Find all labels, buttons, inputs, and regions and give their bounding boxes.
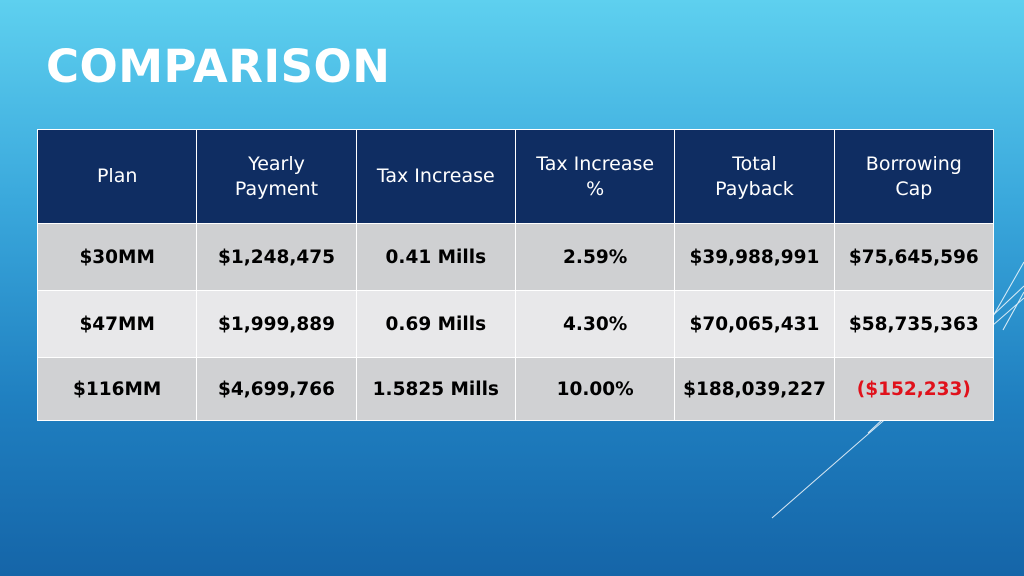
cell-yearly-payment: $1,248,475 (196, 223, 357, 291)
header-line: Tax Increase (376, 165, 495, 187)
slide-title: COMPARISON (46, 40, 391, 93)
column-header-plan: Plan (36, 129, 198, 224)
column-header-tax-increase: Tax Increase (355, 129, 516, 224)
cell-plan: $47MM (36, 290, 198, 358)
header-line: Yearly (248, 152, 305, 175)
cell-total-payback: $70,065,431 (674, 290, 835, 358)
header-line: Borrowing (865, 152, 962, 175)
cell-tax-increase-percent: 10.00% (514, 357, 676, 421)
cell-borrowing-cap: $75,645,596 (833, 223, 995, 291)
cell-plan: $30MM (36, 223, 198, 291)
table-row: $116MM $4,699,766 1.5825 Mills 10.00% $1… (36, 357, 995, 421)
cell-tax-increase: 0.41 Mills (355, 223, 516, 291)
cell-total-payback: $39,988,991 (674, 223, 835, 291)
table-header-row: Plan Yearly Payment Tax Increase Tax Inc… (36, 129, 995, 224)
table-row: $47MM $1,999,889 0.69 Mills 4.30% $70,06… (36, 290, 995, 358)
comparison-table: Plan Yearly Payment Tax Increase Tax Inc… (36, 129, 995, 421)
column-header-tax-increase-percent: Tax Increase % (514, 129, 676, 224)
header-line: Payment (234, 177, 319, 200)
header-line: Payback (715, 177, 794, 200)
header-line: Plan (96, 165, 138, 187)
cell-tax-increase-percent: 4.30% (514, 290, 676, 358)
cell-total-payback: $188,039,227 (674, 357, 835, 421)
table-row: $30MM $1,248,475 0.41 Mills 2.59% $39,98… (36, 223, 995, 291)
column-header-borrowing-cap: Borrowing Cap (833, 129, 995, 224)
header-line: % (586, 177, 605, 200)
cell-tax-increase: 0.69 Mills (355, 290, 516, 358)
cell-plan: $116MM (36, 357, 198, 421)
header-line: Cap (895, 177, 933, 200)
cell-tax-increase-percent: 2.59% (514, 223, 676, 291)
cell-tax-increase: 1.5825 Mills (355, 357, 516, 421)
header-line: Tax Increase (536, 152, 655, 175)
column-header-total-payback: Total Payback (674, 129, 835, 224)
column-header-yearly-payment: Yearly Payment (196, 129, 357, 224)
cell-yearly-payment: $4,699,766 (196, 357, 357, 421)
cell-borrowing-cap: $58,735,363 (833, 290, 995, 358)
header-line: Total (732, 152, 777, 175)
cell-borrowing-cap-negative: ($152,233) (833, 357, 995, 421)
cell-yearly-payment: $1,999,889 (196, 290, 357, 358)
